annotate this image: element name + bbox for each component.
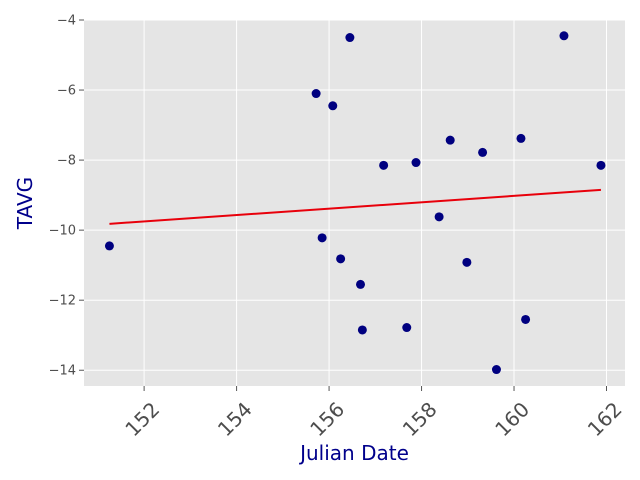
y-tick-label: −6 <box>57 84 76 99</box>
data-point <box>317 233 327 243</box>
data-point <box>336 254 346 264</box>
data-point <box>478 147 488 157</box>
x-axis-label: Julian Date <box>298 441 409 465</box>
plot-background <box>84 20 625 386</box>
data-point <box>521 314 531 324</box>
data-point <box>357 325 367 335</box>
data-point <box>379 160 389 170</box>
data-point <box>559 31 569 41</box>
grid-lines <box>84 19 625 386</box>
y-tick-label: −4 <box>57 14 76 29</box>
data-point <box>462 257 472 267</box>
data-point <box>445 135 455 145</box>
data-point <box>402 323 412 333</box>
data-point <box>516 133 526 143</box>
data-point <box>411 158 421 168</box>
data-point <box>596 160 606 170</box>
x-tick-label: 152 <box>120 397 164 441</box>
data-point <box>104 241 114 251</box>
y-tick-label: −12 <box>49 294 76 309</box>
data-point <box>434 212 444 222</box>
x-tick-label: 162 <box>583 397 627 441</box>
trendline-group <box>109 188 602 225</box>
x-tick-label: 154 <box>213 397 257 441</box>
data-point <box>491 365 501 375</box>
data-point <box>328 101 338 111</box>
trendline <box>109 188 602 225</box>
data-points <box>104 31 606 375</box>
data-point <box>345 33 355 43</box>
x-tick-label: 160 <box>490 397 534 441</box>
y-axis-label: TAVG <box>13 177 37 230</box>
y-tick-label: −14 <box>49 364 76 379</box>
data-point <box>311 89 321 99</box>
y-tick-label: −8 <box>57 154 76 169</box>
x-tick-label: 158 <box>398 397 442 441</box>
x-tick-label: 156 <box>305 397 349 441</box>
data-point <box>356 279 366 289</box>
y-tick-label: −10 <box>49 224 76 239</box>
